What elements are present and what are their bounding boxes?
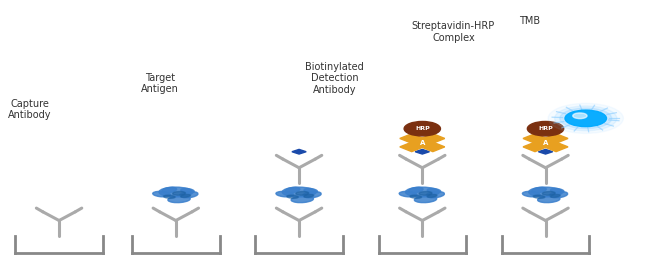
Circle shape [573, 113, 587, 119]
Ellipse shape [532, 187, 546, 193]
Ellipse shape [153, 191, 170, 197]
Polygon shape [538, 150, 552, 154]
Ellipse shape [282, 187, 316, 197]
Circle shape [548, 103, 623, 133]
Polygon shape [400, 140, 428, 152]
Ellipse shape [419, 192, 432, 195]
Circle shape [565, 110, 606, 127]
Circle shape [560, 108, 612, 129]
Polygon shape [414, 139, 431, 146]
Text: Streptavidin-HRP
Complex: Streptavidin-HRP Complex [412, 21, 495, 43]
Ellipse shape [427, 188, 441, 193]
Ellipse shape [296, 192, 309, 195]
Ellipse shape [181, 194, 190, 197]
Polygon shape [400, 134, 428, 145]
Circle shape [554, 106, 617, 131]
Polygon shape [292, 150, 306, 154]
Ellipse shape [533, 195, 545, 198]
Text: Capture
Antibody: Capture Antibody [8, 99, 51, 120]
Ellipse shape [551, 194, 560, 197]
Ellipse shape [304, 188, 317, 193]
Ellipse shape [173, 192, 185, 195]
Ellipse shape [399, 191, 417, 197]
Ellipse shape [164, 195, 175, 198]
Ellipse shape [409, 187, 423, 193]
Ellipse shape [276, 191, 294, 197]
Ellipse shape [406, 187, 439, 197]
Ellipse shape [181, 188, 194, 193]
Circle shape [404, 121, 441, 136]
Ellipse shape [426, 192, 445, 198]
Ellipse shape [168, 196, 190, 203]
Text: Target
Antigen: Target Antigen [140, 73, 179, 94]
Text: Biotinylated
Detection
Antibody: Biotinylated Detection Antibody [306, 62, 364, 95]
Ellipse shape [303, 192, 321, 198]
Polygon shape [523, 140, 551, 152]
Ellipse shape [542, 192, 555, 195]
Ellipse shape [410, 195, 422, 198]
Text: A: A [420, 140, 425, 146]
Ellipse shape [538, 196, 560, 203]
Text: HRP: HRP [538, 126, 553, 131]
Ellipse shape [549, 192, 567, 198]
Ellipse shape [287, 195, 298, 198]
Polygon shape [417, 134, 445, 145]
Polygon shape [417, 140, 445, 152]
Ellipse shape [304, 194, 314, 197]
Polygon shape [540, 140, 568, 152]
Ellipse shape [179, 192, 198, 198]
Text: A: A [543, 140, 548, 146]
Text: HRP: HRP [415, 126, 430, 131]
Polygon shape [540, 134, 568, 145]
Ellipse shape [414, 196, 437, 203]
Ellipse shape [285, 187, 300, 193]
Polygon shape [523, 134, 551, 145]
Ellipse shape [528, 187, 562, 197]
Ellipse shape [427, 194, 437, 197]
Polygon shape [415, 150, 430, 154]
Text: TMB: TMB [519, 16, 540, 26]
Circle shape [527, 121, 564, 136]
Ellipse shape [523, 191, 540, 197]
Polygon shape [537, 139, 554, 146]
Ellipse shape [551, 188, 564, 193]
Ellipse shape [162, 187, 177, 193]
Ellipse shape [291, 196, 313, 203]
Ellipse shape [159, 187, 192, 197]
